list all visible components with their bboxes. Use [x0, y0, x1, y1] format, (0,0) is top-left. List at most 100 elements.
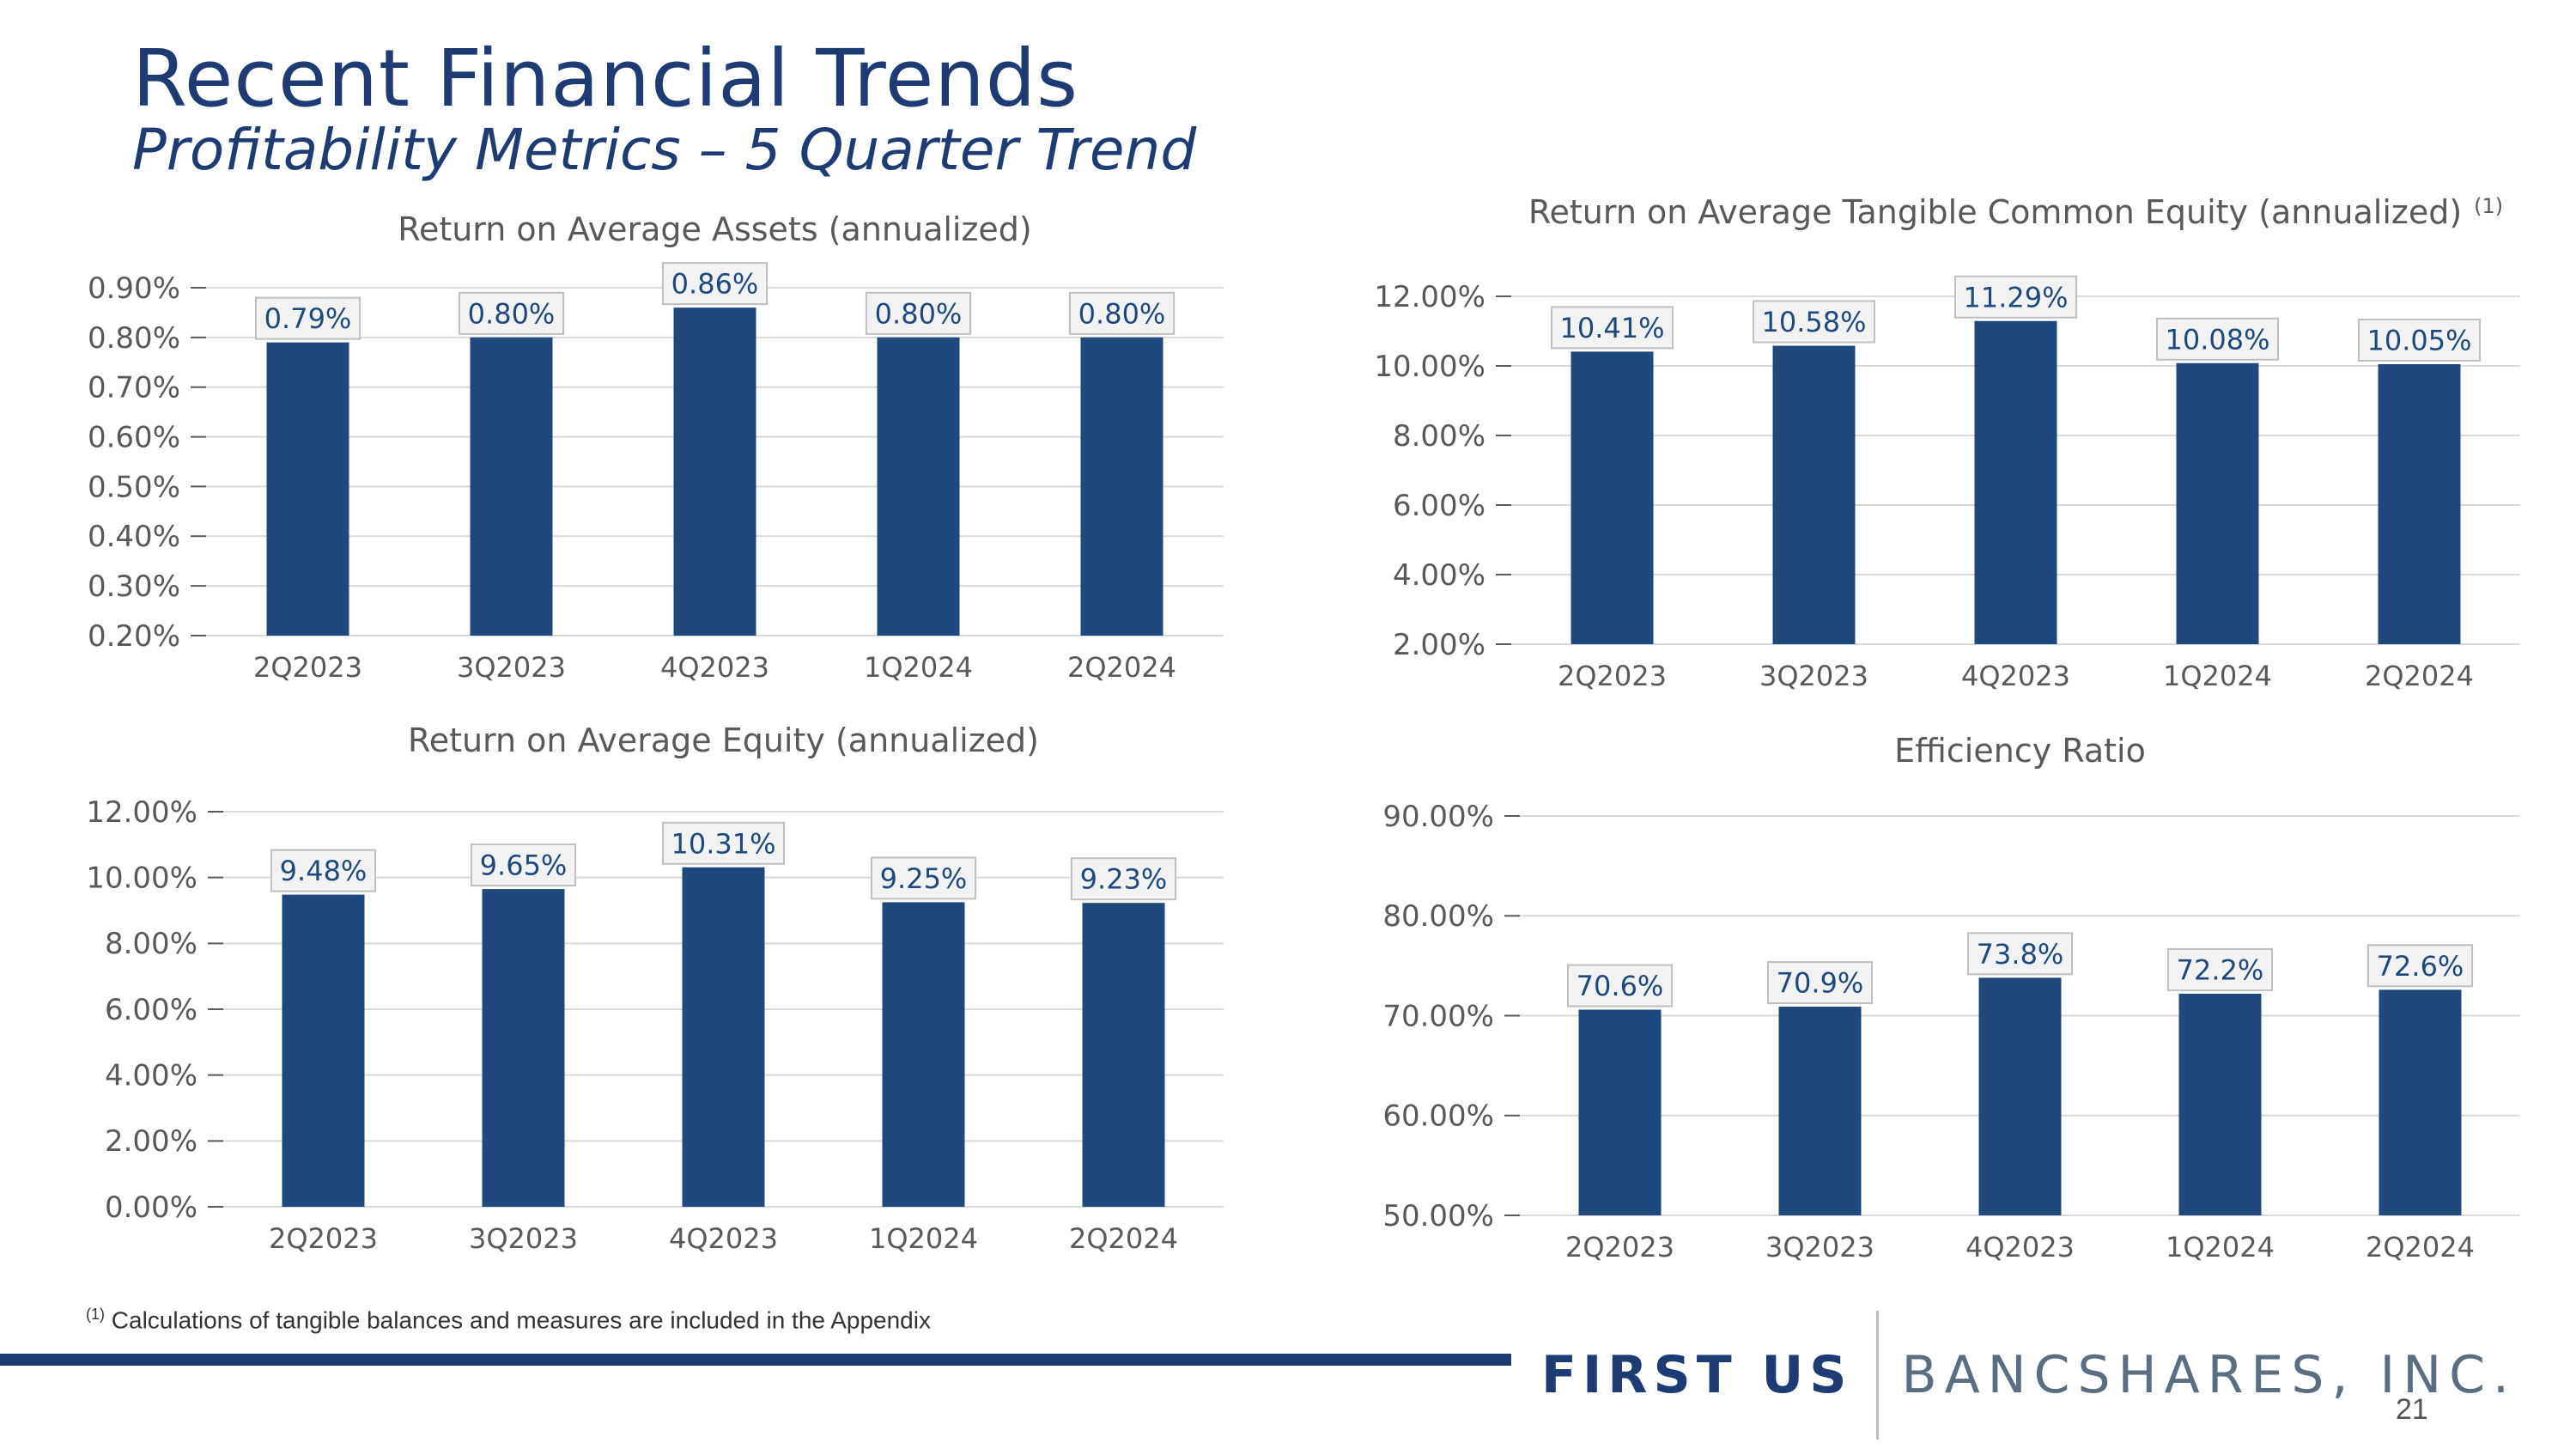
- x-tick-label: 1Q2024: [864, 651, 973, 684]
- y-tick-label: 2.00%: [1393, 628, 1485, 662]
- x-tick-label: 2Q2024: [1069, 1222, 1178, 1255]
- x-tick-label: 2Q2024: [1067, 651, 1176, 684]
- bar: [2378, 363, 2461, 644]
- y-tick-label: 8.00%: [105, 927, 197, 961]
- bar: [482, 889, 565, 1207]
- data-label: 70.6%: [1577, 970, 1664, 1002]
- y-tick-label: 0.50%: [88, 470, 180, 504]
- y-tick-label: 50.00%: [1382, 1199, 1494, 1233]
- company-logo: FIRST US BANCSHARES, INC.: [1541, 1311, 2518, 1440]
- chart-title-text: Return on Average Equity (annualized): [408, 721, 1039, 759]
- y-tick-label: 70.00%: [1382, 999, 1494, 1033]
- footnote-text: Calculations of tangible balances and me…: [111, 1306, 931, 1334]
- bar: [682, 867, 765, 1207]
- page-subtitle: Profitability Metrics – 5 Quarter Trend: [132, 117, 1197, 183]
- logo-bancshares: BANCSHARES, INC.: [1901, 1345, 2518, 1405]
- data-label-box: [2155, 317, 2280, 361]
- x-tick-label: 3Q2023: [1765, 1231, 1874, 1263]
- data-label-box: [1566, 964, 1674, 1008]
- x-tick-label: 4Q2023: [660, 651, 769, 684]
- bar: [2379, 989, 2462, 1215]
- data-label: 10.41%: [1559, 312, 1664, 344]
- data-label: 9.48%: [280, 855, 368, 887]
- y-tick-label: 0.00%: [105, 1190, 197, 1225]
- x-tick-label: 1Q2024: [2163, 660, 2272, 692]
- y-tick-label: 6.00%: [105, 993, 197, 1027]
- bar: [266, 342, 349, 636]
- data-label-box: [254, 296, 361, 340]
- bar: [1772, 345, 1856, 644]
- x-tick-label: 1Q2024: [869, 1222, 978, 1255]
- footer-rule: [0, 1354, 1511, 1366]
- x-tick-label: 1Q2024: [2166, 1231, 2275, 1263]
- data-label: 0.80%: [875, 297, 963, 330]
- data-label-box: [1070, 857, 1177, 901]
- efficiency-ratio-chart: Efficiency Ratio 50.00% 60.00% 70.00% 80.00%…: [1382, 732, 2520, 1263]
- bar: [882, 902, 965, 1207]
- x-tick-label: 3Q2023: [1759, 660, 1868, 692]
- y-tick-label: 0.40%: [88, 520, 180, 554]
- data-label-box: [1766, 961, 1874, 1005]
- chart-title-text: Efficiency Ratio: [1894, 732, 2146, 770]
- bar: [2176, 362, 2259, 644]
- data-label-box: [1953, 275, 2078, 319]
- chart-title-text: Return on Average Tangible Common Equity…: [1528, 193, 2462, 231]
- chart-title-text: Return on Average Assets (annualized): [398, 210, 1032, 248]
- data-label-box: [661, 821, 786, 865]
- chart-title: Return on Average Equity (annualized): [408, 721, 1039, 759]
- x-tick-label: 4Q2023: [1965, 1231, 2075, 1263]
- bar: [1571, 351, 1654, 644]
- data-label: 0.86%: [671, 268, 759, 301]
- data-label: 70.9%: [1777, 967, 1864, 1000]
- footnote: (1) Calculations of tangible balances an…: [86, 1306, 931, 1334]
- y-tick-label: 0.30%: [88, 569, 180, 604]
- bar: [877, 337, 960, 636]
- bar: [470, 337, 553, 636]
- x-tick-label: 4Q2023: [1961, 660, 2070, 692]
- x-tick-label: 3Q2023: [457, 651, 566, 684]
- data-label: 10.08%: [2165, 323, 2269, 356]
- y-tick-label: 6.00%: [1393, 489, 1485, 523]
- x-tick-label: 4Q2023: [669, 1222, 778, 1255]
- rotce-chart: Return on Average Tangible Common Equity…: [1374, 193, 2520, 692]
- page-number: 21: [2396, 1393, 2428, 1426]
- data-label: 11.29%: [1963, 281, 2068, 314]
- x-tick-label: 2Q2023: [1558, 660, 1667, 692]
- y-tick-label: 0.60%: [88, 420, 180, 454]
- data-label: 72.6%: [2377, 950, 2464, 983]
- data-label: 10.31%: [671, 827, 775, 860]
- chart-title: Return on Average Assets (annualized): [398, 210, 1032, 248]
- x-tick-label: 2Q2024: [2366, 1231, 2475, 1263]
- chart-title: Return on Average Tangible Common Equity…: [1528, 193, 2503, 231]
- data-label: 0.80%: [468, 297, 556, 330]
- x-tick-label: 2Q2023: [253, 651, 362, 684]
- y-tick-label: 0.80%: [88, 321, 180, 356]
- data-label-box: [470, 843, 577, 887]
- x-tick-label: 2Q2023: [1565, 1231, 1674, 1263]
- data-label-box: [865, 291, 972, 335]
- data-label-box: [1550, 306, 1674, 350]
- y-tick-label: 80.00%: [1382, 899, 1494, 934]
- data-label: 10.05%: [2366, 324, 2471, 356]
- data-label: 73.8%: [1977, 938, 2064, 971]
- y-tick-label: 0.70%: [88, 371, 180, 405]
- data-label-box: [870, 856, 977, 900]
- y-tick-label: 8.00%: [1393, 419, 1485, 454]
- data-label-box: [661, 262, 769, 306]
- x-tick-label: 2Q2024: [2365, 660, 2474, 692]
- chart-title-note: (1): [2474, 194, 2503, 218]
- bar: [1978, 977, 2062, 1215]
- y-tick-label: 10.00%: [1374, 350, 1485, 384]
- data-label: 9.65%: [480, 849, 568, 882]
- bar: [2178, 993, 2262, 1215]
- bar: [1778, 1007, 1862, 1215]
- bar: [282, 894, 365, 1207]
- bar: [673, 307, 756, 636]
- roae-chart: Return on Average Equity (annualized) 0.0…: [86, 721, 1224, 1255]
- data-label: 9.23%: [1080, 863, 1168, 896]
- x-tick-label: 2Q2023: [269, 1222, 378, 1255]
- bar: [1974, 320, 2057, 644]
- data-label: 0.80%: [1078, 297, 1166, 330]
- bar: [1080, 337, 1163, 636]
- data-label-box: [2357, 318, 2482, 362]
